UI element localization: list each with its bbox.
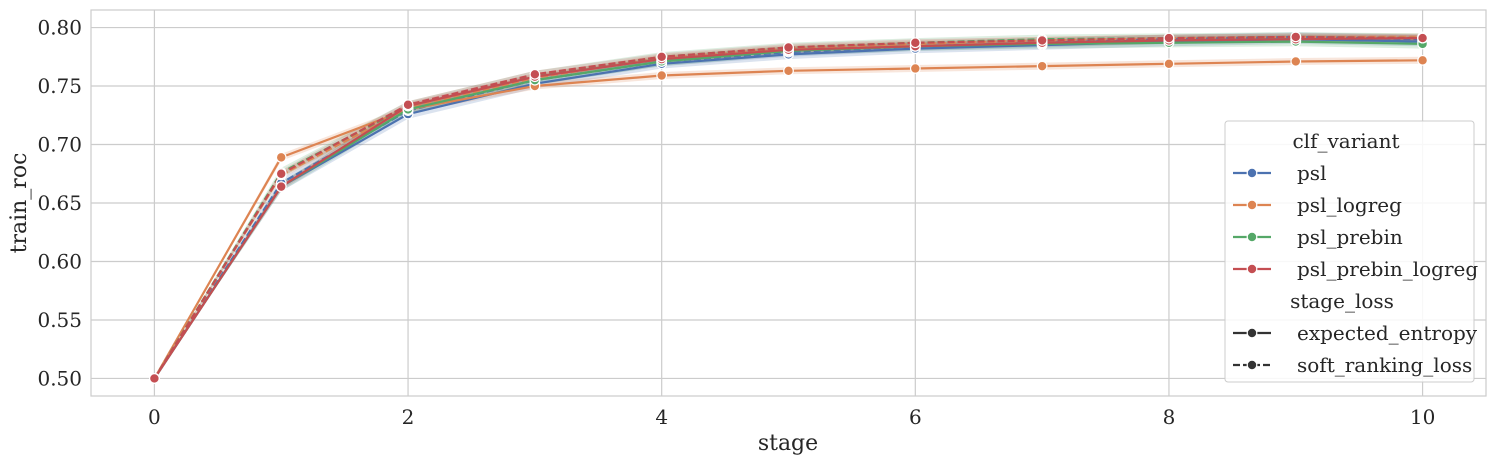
- plot-frame: [90, 9, 1487, 397]
- x-tick-label: 8: [1163, 405, 1176, 429]
- y-tick-label: 0.70: [37, 133, 82, 157]
- legend-box: [1224, 120, 1475, 383]
- legend-entry-label: psl_prebin_logreg: [1297, 257, 1478, 281]
- legend-title-style: stage_loss: [1290, 289, 1394, 313]
- data-point-psl_logreg-expected_entropy: [275, 151, 287, 163]
- data-point-psl_logreg-expected_entropy: [656, 70, 668, 81]
- data-point-psl_logreg-expected_entropy: [1036, 60, 1048, 72]
- x-tick-label: 0: [148, 405, 161, 429]
- legend-swatch-marker: [1246, 167, 1258, 179]
- legend-swatch-marker: [1246, 359, 1258, 371]
- data-point-psl_prebin_logreg-soft_ranking_loss: [275, 168, 287, 180]
- data-point-psl_prebin_logreg-soft_ranking_loss: [402, 99, 414, 111]
- y-tick-label: 0.75: [37, 74, 82, 98]
- legend-swatch-marker: [1246, 231, 1258, 243]
- y-tick-label: 0.65: [37, 191, 82, 215]
- x-axis-label: stage: [758, 431, 818, 456]
- data-point-psl_logreg-expected_entropy: [783, 65, 794, 77]
- y-tick-label: 0.80: [37, 16, 82, 40]
- x-tick-label: 6: [909, 405, 922, 429]
- legend-entry-label: soft_ranking_loss: [1297, 353, 1472, 377]
- data-point-psl_prebin_logreg-soft_ranking_loss: [783, 42, 794, 53]
- data-point-psl_prebin_logreg-soft_ranking_loss: [1417, 32, 1428, 44]
- y-axis-label: train_roc: [7, 153, 32, 254]
- series-markers: [149, 31, 1428, 384]
- data-point-psl_prebin_logreg-soft_ranking_loss: [1036, 35, 1048, 46]
- legend-title-hue: clf_variant: [1292, 129, 1399, 153]
- legend-swatch-marker: [1246, 327, 1258, 339]
- data-point-psl_prebin_logreg-soft_ranking_loss: [656, 51, 668, 63]
- data-point-psl_prebin_logreg-soft_ranking_loss: [529, 68, 541, 80]
- y-tick-label: 0.55: [37, 308, 82, 332]
- data-point-psl_logreg-expected_entropy: [1417, 54, 1428, 66]
- data-point-psl_logreg-expected_entropy: [1290, 56, 1302, 67]
- legend-entry-label: psl_prebin: [1297, 225, 1403, 249]
- legend-swatch-marker: [1246, 199, 1258, 211]
- legend-entry-label: psl: [1297, 161, 1326, 185]
- data-point-psl_prebin_logreg-soft_ranking_loss: [1163, 32, 1175, 44]
- x-tick-label: 2: [402, 405, 415, 429]
- legend-entry-label: psl_logreg: [1297, 193, 1402, 217]
- data-point-psl_prebin_logreg-expected_entropy: [275, 181, 287, 193]
- y-tick-label: 0.60: [37, 249, 82, 273]
- data-point-psl_prebin_logreg-soft_ranking_loss: [909, 37, 921, 49]
- x-tick-label: 4: [655, 405, 668, 429]
- legend-swatch-marker: [1246, 263, 1258, 275]
- tick-labels: 0 2 4 6 8 10 0.50 0.55 0.60 0.65 0.70 0.75 0.80: [37, 16, 1435, 429]
- y-tick-label: 0.50: [37, 366, 82, 390]
- data-point-psl_logreg-expected_entropy: [909, 63, 921, 74]
- data-point-psl_prebin_logreg-soft_ranking_loss: [149, 373, 160, 384]
- legend-entry-label: expected_entropy: [1297, 321, 1478, 345]
- data-point-psl_prebin_logreg-soft_ranking_loss: [1290, 31, 1302, 43]
- data-point-psl_logreg-expected_entropy: [1163, 58, 1175, 70]
- x-tick-label: 10: [1410, 405, 1435, 429]
